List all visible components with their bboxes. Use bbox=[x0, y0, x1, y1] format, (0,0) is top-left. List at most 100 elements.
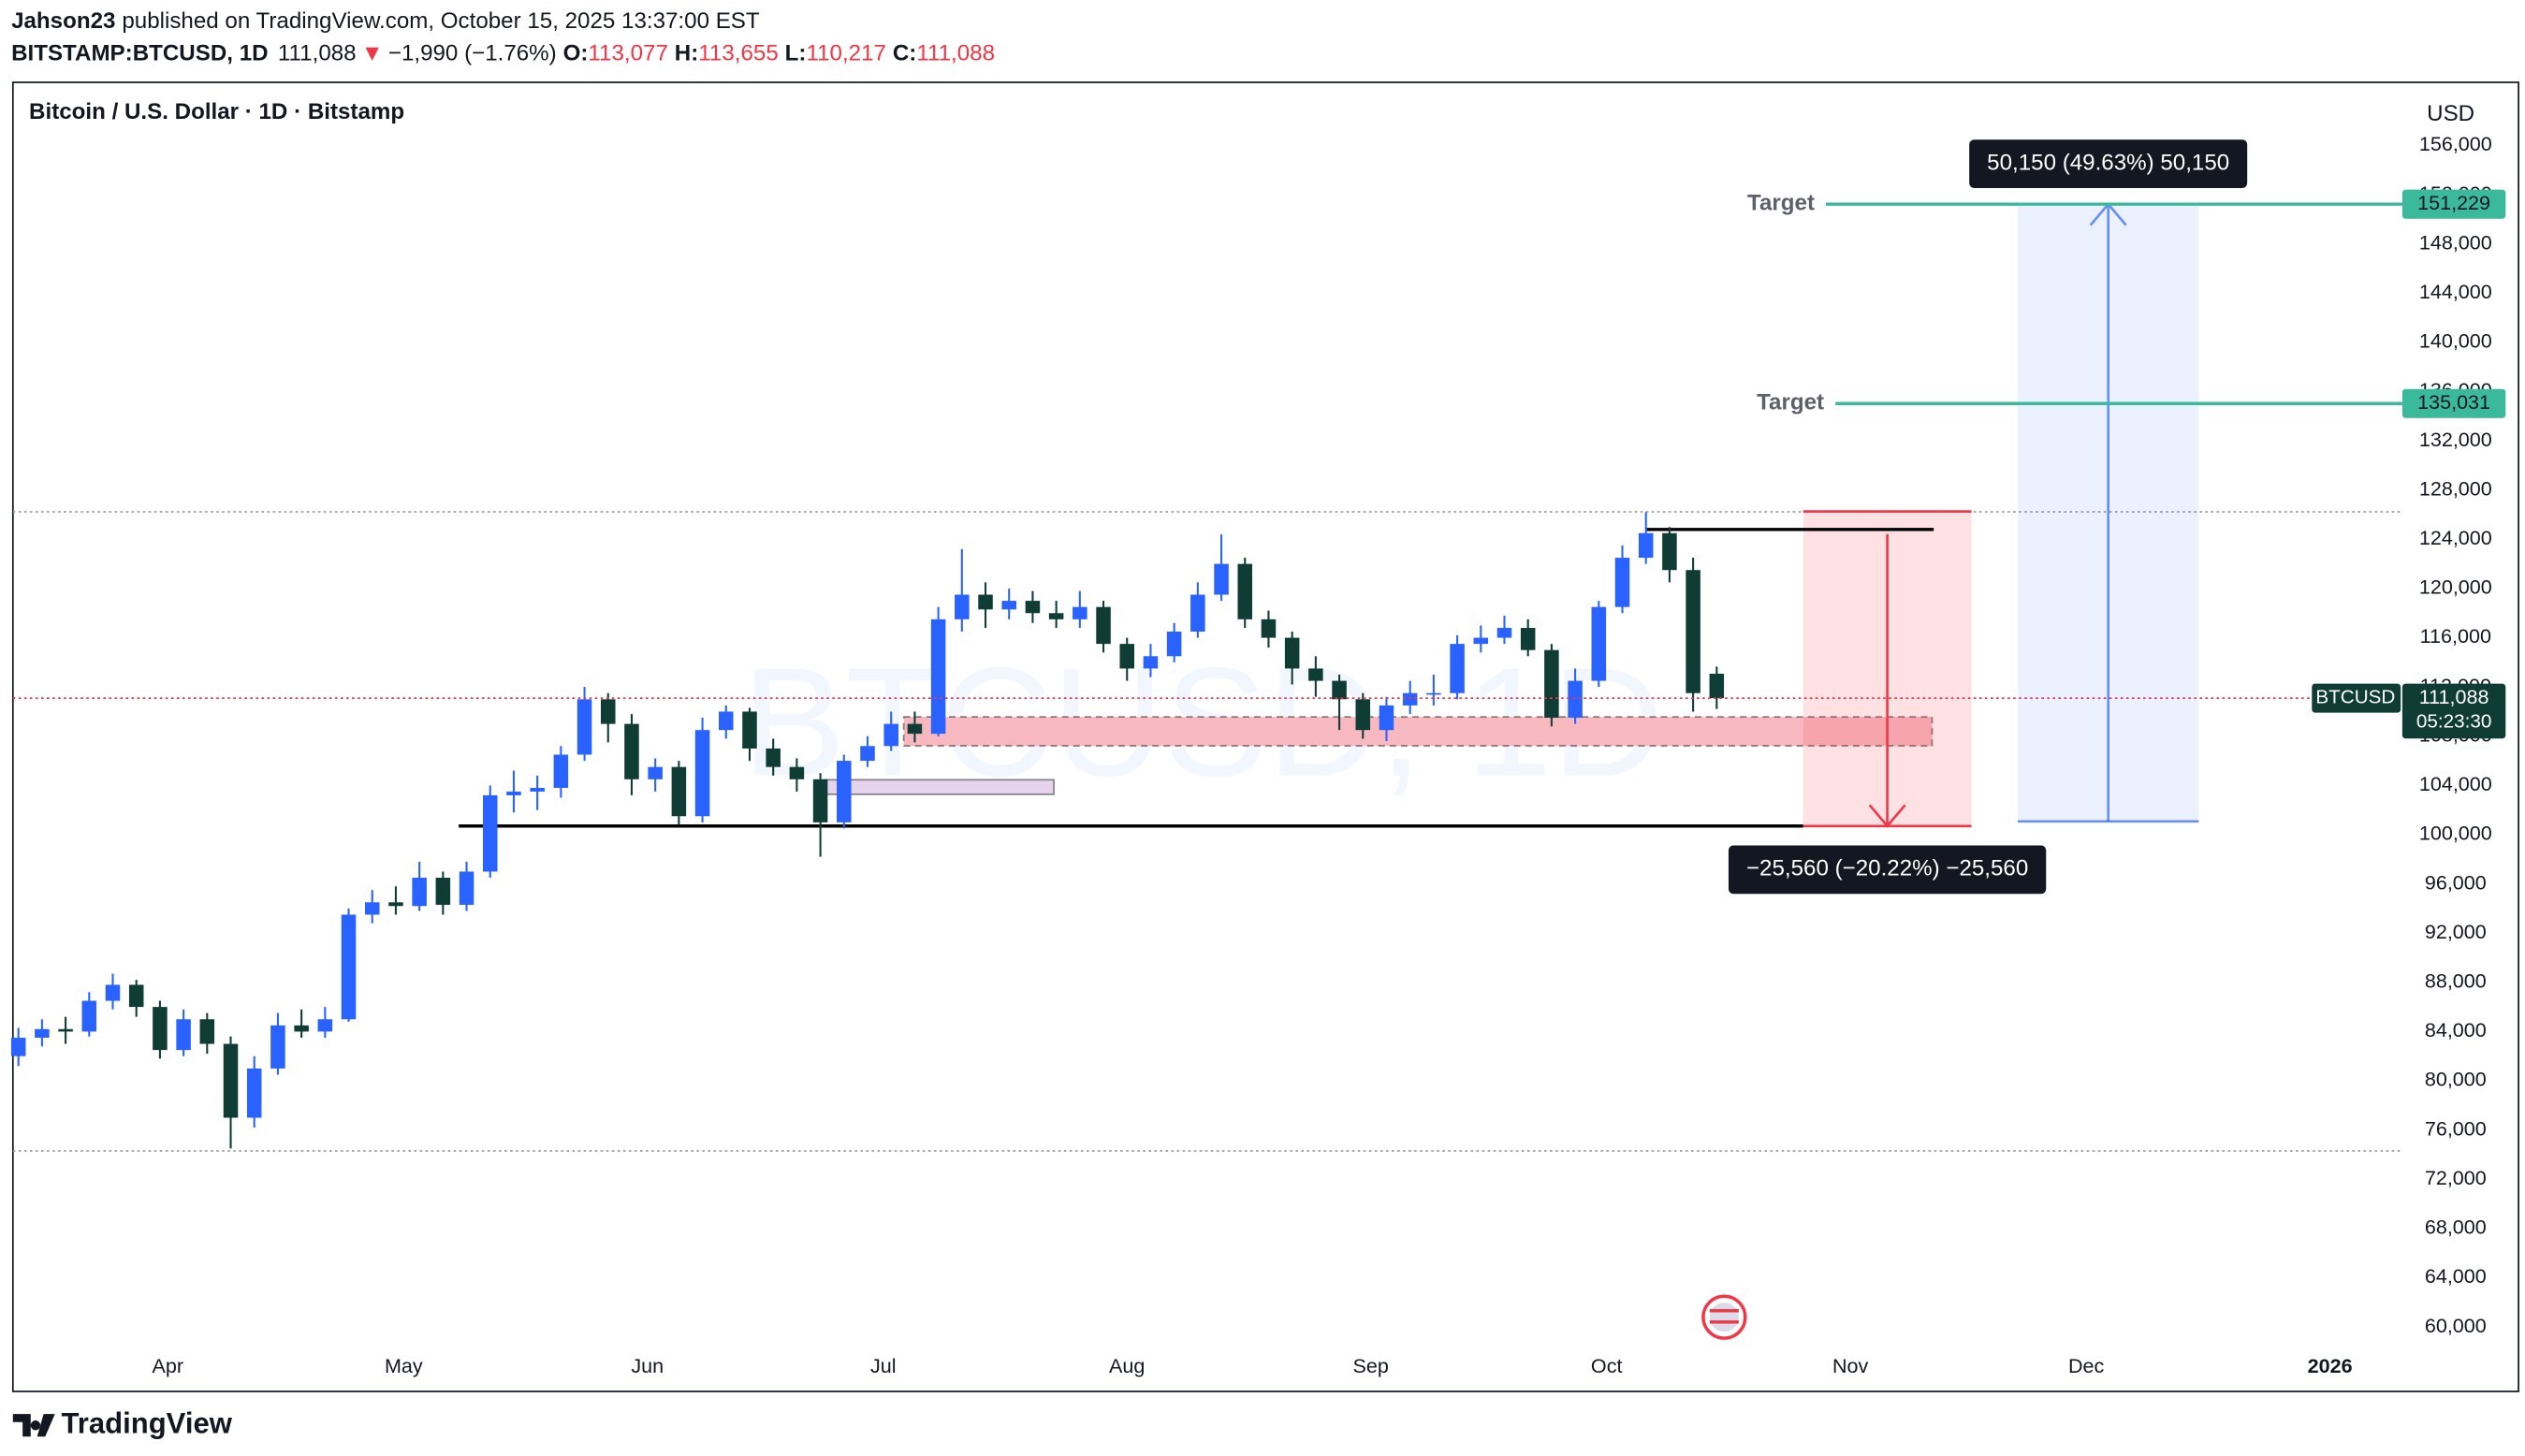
candle-body bbox=[341, 914, 357, 1020]
candle-body bbox=[1048, 613, 1064, 619]
candle-body bbox=[719, 711, 734, 731]
candle-body bbox=[1119, 644, 1134, 669]
change-arrow: ▼ bbox=[361, 41, 384, 66]
candle-body bbox=[81, 1000, 97, 1032]
candle-body bbox=[105, 984, 121, 1001]
candle-body bbox=[789, 766, 805, 779]
candle-body bbox=[58, 1028, 73, 1032]
candle-body bbox=[1426, 692, 1441, 695]
position-label: 50,150 (49.63%) 50,150 bbox=[1987, 150, 2229, 175]
high-value: 113,655 bbox=[698, 41, 778, 66]
target-tag-text: 135,031 bbox=[2417, 390, 2490, 414]
candle-body bbox=[742, 711, 757, 749]
target-tag bbox=[2401, 189, 2506, 219]
author: Jahson23 bbox=[11, 9, 115, 35]
price-tag-text: 111,088 bbox=[2419, 685, 2489, 708]
y-tick-label: 92,000 bbox=[2425, 920, 2487, 943]
x-tick-label: Apr bbox=[153, 1354, 184, 1377]
y-tick-label: 140,000 bbox=[2419, 329, 2492, 353]
brand: TradingView bbox=[62, 1406, 233, 1439]
candle-body bbox=[128, 984, 144, 1008]
candle-body bbox=[577, 699, 592, 755]
countdown: 05:23:30 bbox=[2416, 710, 2492, 732]
x-tick-label: Aug bbox=[1109, 1354, 1145, 1377]
candle-body bbox=[1709, 673, 1725, 699]
candle-body bbox=[199, 1019, 215, 1044]
candle-body bbox=[837, 761, 852, 823]
flag-icon bbox=[1701, 1294, 1747, 1340]
candle-body bbox=[1638, 532, 1654, 559]
candle-body bbox=[1662, 532, 1677, 571]
target-tag-text: 151,229 bbox=[2417, 191, 2490, 214]
candle-body bbox=[1402, 692, 1418, 706]
position-label-bg bbox=[1969, 139, 2248, 188]
candle-body bbox=[1025, 601, 1041, 614]
chart-frame bbox=[11, 81, 2519, 1392]
y-tick-label: 100,000 bbox=[2419, 822, 2492, 845]
candle-body bbox=[766, 748, 781, 767]
y-tick-label: 156,000 bbox=[2419, 132, 2492, 155]
candle-body bbox=[1591, 606, 1607, 681]
change: −1,990 (−1.76%) bbox=[388, 41, 557, 66]
candle-body bbox=[978, 594, 993, 610]
logo-mark bbox=[12, 1414, 55, 1437]
y-tick-label: 124,000 bbox=[2419, 526, 2492, 549]
candle-body bbox=[530, 788, 545, 792]
candle-body bbox=[1214, 563, 1229, 595]
high-label: H: bbox=[675, 41, 698, 66]
x-tick-label: May bbox=[385, 1354, 423, 1377]
x-tick-label: Sep bbox=[1352, 1354, 1388, 1377]
x-tick-label: Nov bbox=[1832, 1354, 1869, 1377]
y-tick-label: 80,000 bbox=[2425, 1068, 2487, 1091]
candle-body bbox=[1096, 606, 1111, 645]
y-tick-label: 88,000 bbox=[2425, 968, 2487, 992]
candle-body bbox=[1143, 656, 1159, 669]
y-tick-label: 72,000 bbox=[2425, 1166, 2487, 1189]
candle-body bbox=[907, 723, 923, 735]
y-tick-label: 120,000 bbox=[2419, 575, 2492, 599]
candle-body bbox=[1568, 680, 1583, 719]
symbol-tag-text: BTCUSD bbox=[2315, 687, 2395, 708]
symbol-tag bbox=[2312, 683, 2401, 713]
candle-body bbox=[435, 878, 451, 905]
target-label: Target bbox=[1747, 191, 1815, 216]
candle-body bbox=[1355, 699, 1371, 731]
currency[interactable]: USD bbox=[2427, 101, 2474, 126]
candle-body bbox=[10, 1037, 26, 1056]
candle-body bbox=[1614, 558, 1630, 607]
y-tick-label: 144,000 bbox=[2419, 280, 2492, 303]
candle-body bbox=[1686, 570, 1700, 693]
brand-logo: TradingView bbox=[12, 1406, 233, 1439]
candle-body bbox=[412, 878, 427, 907]
y-tick-label: 116,000 bbox=[2420, 624, 2491, 648]
candle-body bbox=[955, 594, 970, 619]
candle-body bbox=[1001, 601, 1016, 610]
header-line-1: Jahson23 published on TradingView.com, Oc… bbox=[11, 9, 760, 35]
low-label: L: bbox=[785, 41, 807, 66]
y-tick-label: 60,000 bbox=[2425, 1314, 2487, 1337]
currency-button[interactable] bbox=[2408, 90, 2493, 139]
candle-body bbox=[930, 619, 946, 735]
zone bbox=[823, 779, 1055, 795]
candle-body bbox=[1496, 628, 1512, 638]
candle-body bbox=[246, 1068, 262, 1118]
candle-body bbox=[294, 1025, 309, 1032]
candle-body bbox=[1237, 563, 1253, 619]
x-tick-label: Dec bbox=[2068, 1354, 2105, 1377]
candle-body bbox=[648, 766, 663, 779]
y-tick-label: 84,000 bbox=[2425, 1018, 2487, 1041]
candle-body bbox=[671, 766, 687, 817]
candle-body bbox=[223, 1043, 239, 1118]
candle-body bbox=[153, 1007, 168, 1051]
header-line-2: BITSTAMP:BTCUSD, 1D 111,088 ▼ −1,990 (−1.76… bbox=[11, 41, 995, 66]
candle-body bbox=[1332, 680, 1347, 700]
x-tick-label: Oct bbox=[1591, 1354, 1623, 1377]
x-tick-label: Jul bbox=[870, 1354, 897, 1377]
target-tag bbox=[2401, 388, 2506, 418]
candle-body bbox=[176, 1019, 191, 1051]
candle-body bbox=[317, 1019, 333, 1032]
candle-body bbox=[1166, 631, 1182, 657]
y-tick-label: 104,000 bbox=[2419, 772, 2492, 795]
candle-body bbox=[1473, 637, 1489, 645]
candle-body bbox=[364, 902, 380, 915]
